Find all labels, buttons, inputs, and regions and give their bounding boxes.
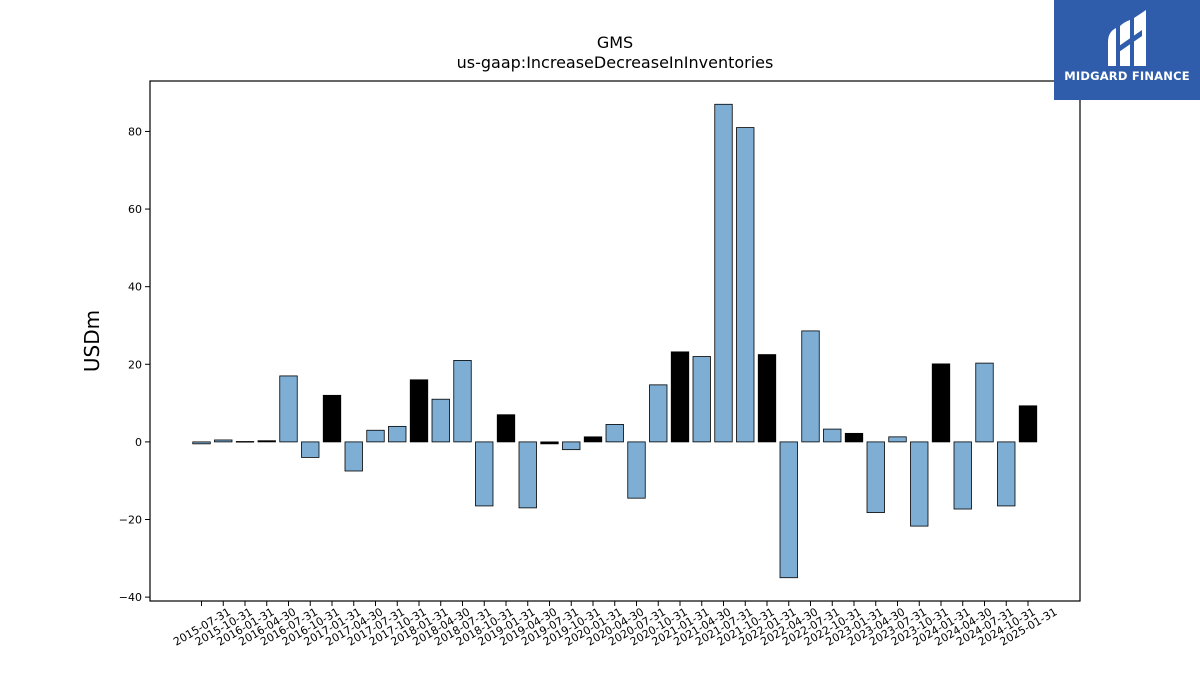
logo-text: MIDGARD FINANCE (1064, 69, 1190, 83)
bar-2016-07-31 (279, 375, 298, 443)
bar-2019-10-31 (562, 441, 581, 451)
y-tick-label: −20 (119, 514, 142, 527)
plot-frame (149, 80, 1081, 602)
bar-2021-10-31 (736, 127, 755, 443)
midgard-logo-icon (1108, 10, 1146, 66)
y-axis: −40 −20 0 20 40 60 80 (119, 125, 150, 604)
y-tick-label: 80 (128, 125, 142, 138)
bar-2021-01-31 (670, 351, 690, 443)
bar-2021-04-30 (692, 356, 711, 443)
bar-2019-01-31 (496, 414, 516, 443)
y-tick-label: 60 (128, 203, 142, 216)
bar-2020-10-31 (649, 384, 668, 443)
bar-2020-01-31 (583, 436, 603, 443)
bar-2025-01-31 (1018, 405, 1038, 443)
bar-2024-04-30 (953, 441, 972, 510)
bar-2021-07-31 (714, 103, 733, 443)
bar-2016-04-30 (257, 440, 276, 443)
bar-2019-04-30 (518, 441, 537, 509)
bar-2017-10-31 (388, 425, 407, 443)
bar-2017-01-31 (322, 394, 342, 443)
bar-2022-10-31 (823, 428, 842, 443)
bars-group (192, 103, 1038, 579)
chart-subtitle: us-gaap:IncreaseDecreaseInInventories (457, 53, 774, 72)
bar-2017-04-30 (344, 441, 363, 472)
bar-2022-01-31 (757, 354, 777, 443)
midgard-finance-logo: MIDGARD FINANCE (1054, 0, 1200, 100)
bar-2015-07-31 (192, 441, 211, 445)
chart-title: GMS (597, 33, 633, 52)
bar-2019-07-31 (540, 441, 559, 445)
bar-2016-10-31 (301, 441, 320, 458)
bar-2020-07-31 (627, 441, 646, 499)
bar-2023-10-31 (910, 441, 929, 527)
bar-2018-10-31 (475, 441, 494, 507)
bar-2016-01-31 (235, 441, 255, 443)
x-axis: 2015-07-312015-10-312016-01-312016-04-30… (171, 601, 1060, 649)
bar-2018-07-31 (453, 359, 472, 443)
y-tick-label: 0 (135, 436, 142, 449)
bar-2020-04-30 (605, 424, 624, 443)
y-tick-label: 20 (128, 358, 142, 371)
y-tick-label: −40 (119, 591, 142, 604)
bar-2018-01-31 (409, 379, 429, 443)
bar-2024-01-31 (931, 363, 951, 443)
bar-2017-07-31 (366, 429, 385, 443)
bar-2023-01-31 (844, 432, 864, 443)
bar-2024-07-31 (975, 362, 994, 443)
y-tick-label: 40 (128, 281, 142, 294)
bar-2024-10-31 (997, 441, 1016, 507)
bar-2022-04-30 (779, 441, 798, 579)
bar-2018-04-30 (431, 398, 450, 443)
bar-2023-07-31 (888, 436, 907, 443)
bar-2022-07-31 (801, 330, 820, 443)
bar-2023-04-30 (866, 441, 885, 513)
bar-2015-10-31 (214, 439, 233, 443)
y-axis-label: USDm (80, 310, 104, 372)
